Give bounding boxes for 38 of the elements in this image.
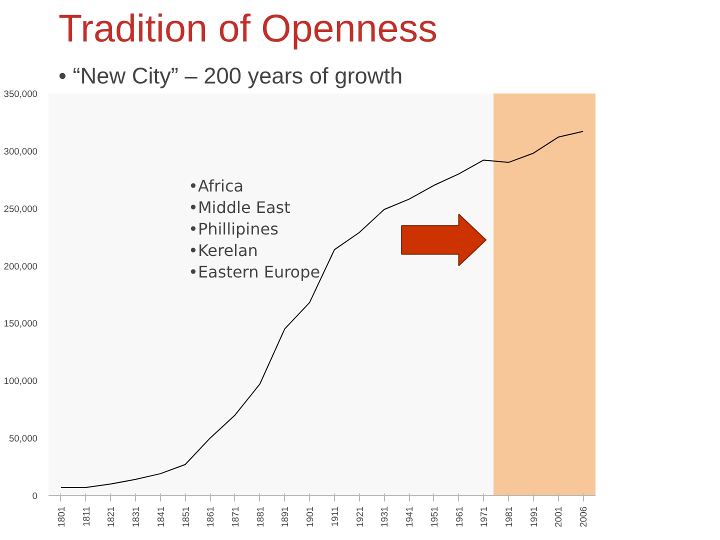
annotation: •Middle East [188, 198, 290, 217]
x-tick-label: 1831 [131, 506, 142, 528]
x-tick-label: 1931 [380, 506, 390, 528]
x-tick-label: 1921 [354, 506, 365, 528]
chart-subtitle: • “New City” – 200 years of growth [58, 62, 403, 88]
chart-title: Tradition of Openness [58, 8, 438, 50]
x-tick-label: 1971 [479, 506, 490, 528]
x-tick-label: 1951 [429, 506, 440, 528]
x-tick-label: 2001 [554, 506, 564, 528]
x-tick-label: 1911 [330, 506, 340, 527]
y-tick-label: 350,000 [4, 89, 38, 99]
x-tick-label: 1861 [206, 506, 216, 528]
y-tick-label: 200,000 [4, 261, 38, 272]
y-tick-label: 0 [32, 491, 38, 501]
x-tick-label: 1801 [56, 506, 66, 528]
x-tick-label: 1901 [305, 506, 316, 528]
x-tick-label: 1871 [230, 506, 240, 528]
x-tick-label: 1841 [156, 506, 166, 528]
x-tick-label: 1991 [528, 506, 539, 528]
y-tick-label: 150,000 [4, 318, 38, 329]
annotation: •Africa [188, 176, 244, 196]
x-tick-label: 1851 [180, 506, 191, 528]
x-tick-label: 1961 [454, 506, 464, 528]
x-tick-label: 1941 [404, 506, 415, 528]
y-tick-label: 250,000 [4, 204, 38, 214]
annotation: •Phillipines [188, 220, 278, 238]
x-tick-label: 1881 [255, 506, 266, 528]
y-tick-label: 100,000 [4, 376, 38, 386]
line-series [60, 130, 584, 488]
x-tick-label: 1981 [504, 506, 514, 528]
annotation: •Kerelan [188, 241, 258, 260]
x-tick-label: 1821 [106, 506, 116, 528]
x-tick-label: 1891 [280, 506, 290, 528]
y-tick-label: 50,000 [8, 434, 38, 444]
y-tick-label: 300,000 [4, 146, 38, 156]
x-tick-label: 1811 [81, 506, 92, 527]
annotation: •Eastern Europe [188, 262, 320, 282]
x-tick-label: 2006 [578, 506, 589, 528]
